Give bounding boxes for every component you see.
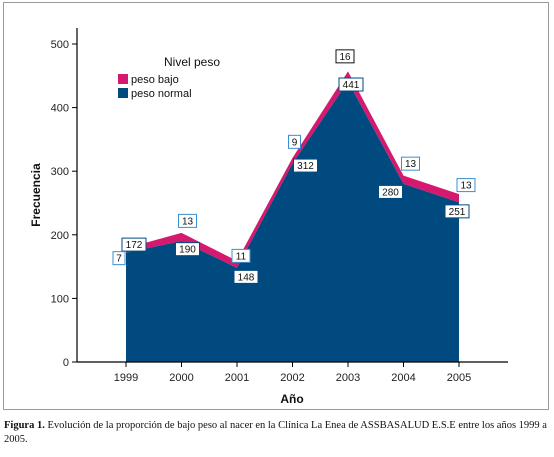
data-label-peso-normal: 172 [121, 237, 147, 252]
data-label-peso-bajo-text: 16 [339, 52, 351, 63]
x-tick-label: 1999 [114, 372, 138, 384]
legend-swatch-peso-normal [118, 88, 128, 98]
data-label-peso-normal: 441 [338, 77, 364, 92]
data-label-peso-bajo-box [288, 134, 301, 149]
data-label-peso-bajo: 7 [112, 251, 126, 266]
caption-text: Evolución de la proporción de bajo peso … [4, 420, 547, 445]
y-tick-label: 500 [51, 39, 69, 51]
data-label-peso-bajo-text: 13 [460, 181, 472, 192]
data-label-peso-bajo: 16 [335, 49, 355, 64]
figure-caption: Figura 1. Evolución de la proporción de … [4, 419, 552, 447]
data-label-peso-bajo-box [335, 49, 355, 64]
data-label-peso-bajo-text: 7 [116, 254, 122, 265]
data-label-peso-bajo: 13 [178, 213, 197, 228]
y-axis-title: Frecuencia [29, 163, 43, 227]
data-label-peso-bajo-text: 11 [236, 251, 247, 262]
data-label-peso-normal-box [378, 184, 403, 199]
data-label-peso-normal: 280 [378, 184, 403, 199]
chart-legend: Nivel peso peso bajo peso normal [118, 55, 220, 100]
data-label-peso-bajo-box [112, 251, 126, 266]
data-label-peso-normal-text: 190 [179, 245, 196, 256]
data-label-peso-normal-box [444, 204, 470, 219]
data-label-peso-normal-box [293, 158, 318, 173]
data-label-peso-bajo-text: 9 [292, 137, 298, 148]
x-tick-label: 2003 [336, 372, 360, 384]
legend-title: Nivel peso [164, 55, 220, 69]
y-tick-label: 100 [51, 293, 69, 305]
data-label-peso-normal: 190 [175, 242, 200, 257]
data-label-peso-bajo-box [231, 248, 251, 263]
area-chart: 0 100 200 300 400 500 1999 2000 2001 2002 2003 2004… [29, 28, 508, 406]
x-tick-label: 2001 [225, 372, 249, 384]
legend-swatch-peso-bajo [118, 74, 128, 84]
data-label-peso-normal-text: 148 [238, 272, 255, 283]
legend-label-peso-bajo: peso bajo [131, 74, 179, 86]
data-label-peso-bajo: 11 [231, 248, 251, 263]
data-label-peso-bajo: 13 [456, 178, 476, 193]
data-label-peso-normal: 251 [444, 204, 470, 219]
data-label-peso-bajo: 9 [288, 134, 301, 149]
chart-data-labels: 172 190 148 312 441 280 251 7 13 11 9 16 13 13 [112, 49, 476, 284]
x-tick-label: 2000 [169, 372, 193, 384]
data-label-peso-bajo: 13 [401, 156, 420, 171]
y-tick-label: 300 [51, 166, 69, 178]
data-label-peso-normal-box [338, 77, 364, 92]
y-tick-label: 400 [51, 103, 69, 115]
chart-axes: 0 100 200 300 400 500 1999 2000 2001 2002 2003 2004… [51, 28, 508, 384]
chart-areas [126, 71, 459, 363]
x-tick-label: 2002 [280, 372, 304, 384]
legend-label-peso-normal: peso normal [131, 88, 192, 100]
data-label-peso-bajo-text: 13 [405, 159, 417, 170]
data-label-peso-normal-box [121, 237, 147, 252]
data-label-peso-bajo-text: 13 [182, 216, 194, 227]
data-label-peso-bajo-box [178, 213, 197, 228]
data-label-peso-normal-box [233, 269, 259, 284]
data-label-peso-normal-box [175, 242, 200, 257]
data-label-peso-normal-text: 312 [297, 161, 314, 172]
data-label-peso-normal-text: 251 [449, 207, 466, 218]
data-label-peso-normal: 312 [293, 158, 318, 173]
data-label-peso-normal-text: 441 [343, 80, 360, 91]
data-label-peso-normal-text: 172 [126, 240, 143, 251]
area-peso-normal [126, 81, 459, 363]
x-tick-label: 2005 [447, 372, 471, 384]
y-tick-label: 200 [51, 230, 69, 242]
x-axis-title: Año [280, 392, 303, 406]
caption-label: Figura 1. [4, 420, 45, 431]
y-tick-label: 0 [63, 357, 69, 369]
data-label-peso-normal: 148 [233, 269, 259, 284]
data-label-peso-bajo-box [401, 156, 420, 171]
x-tick-label: 2004 [391, 372, 415, 384]
data-label-peso-normal-text: 280 [382, 187, 399, 198]
data-label-peso-bajo-box [456, 178, 476, 193]
